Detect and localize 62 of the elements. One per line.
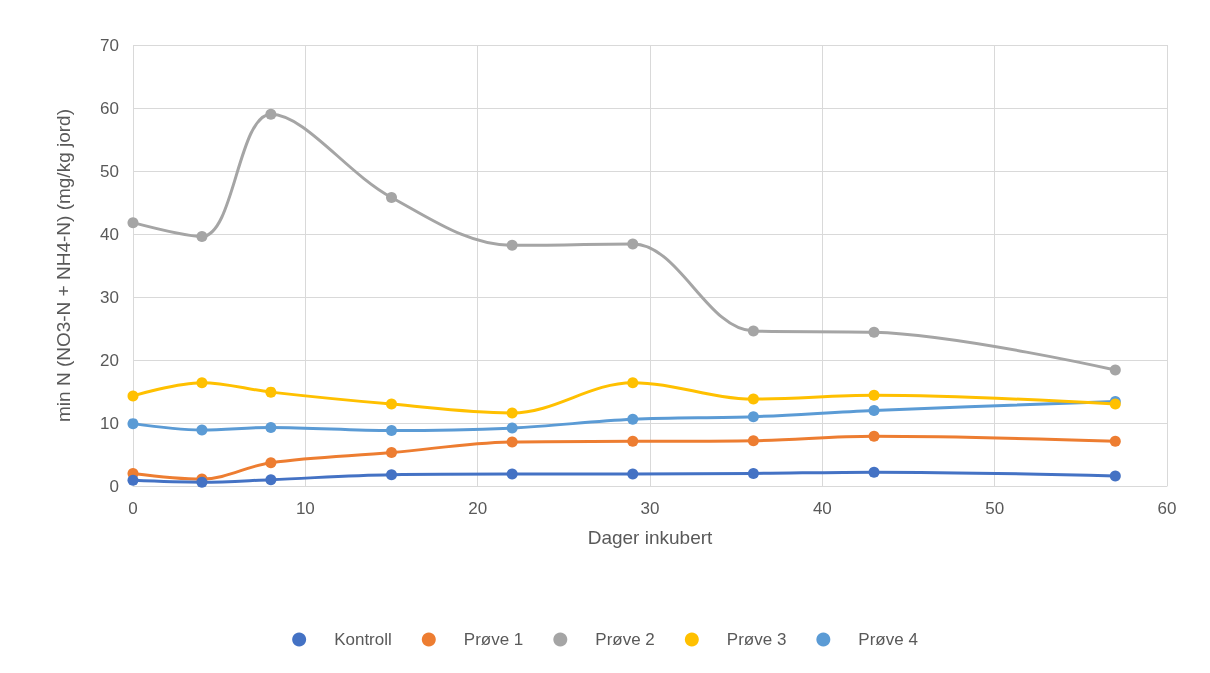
point <box>506 407 518 419</box>
point <box>868 466 880 478</box>
y-axis-title: min N (NO3-N + NH4-N) (mg/kg jord) <box>53 108 74 423</box>
point <box>868 404 880 416</box>
point <box>506 468 518 480</box>
y-tick-label: 20 <box>100 350 119 370</box>
y-tick-label: 60 <box>100 98 119 118</box>
point <box>127 474 139 486</box>
point <box>386 447 397 459</box>
y-tick-label: 10 <box>100 413 119 433</box>
point <box>265 421 277 433</box>
x-tick-label: 0 <box>128 499 138 518</box>
point <box>196 424 208 436</box>
point <box>747 435 759 447</box>
x-tick-label: 20 <box>468 499 488 518</box>
x-tick-label: 30 <box>640 499 660 518</box>
point <box>265 457 277 469</box>
point <box>127 418 139 430</box>
point <box>506 436 518 448</box>
point <box>506 239 518 251</box>
y-tick-label: 0 <box>109 476 119 496</box>
y-tick-label: 50 <box>100 161 119 181</box>
x-axis-title: Dager inkubert <box>587 527 714 548</box>
point <box>627 413 639 425</box>
point <box>868 430 880 442</box>
point <box>1109 364 1121 376</box>
point <box>127 217 139 229</box>
point <box>196 231 208 243</box>
point <box>747 467 759 479</box>
point <box>627 468 639 480</box>
point <box>868 326 880 338</box>
point <box>386 469 397 481</box>
point <box>627 377 639 389</box>
point <box>868 389 880 401</box>
point <box>627 435 639 447</box>
point <box>627 238 639 250</box>
point <box>1109 435 1121 447</box>
legend-label: Kontroll <box>334 630 392 649</box>
point <box>506 422 518 434</box>
point <box>1109 470 1121 482</box>
point <box>265 474 277 486</box>
x-tick-label: 50 <box>985 499 1005 518</box>
y-tick-label: 70 <box>100 35 119 55</box>
legend-label: Prøve 1 <box>463 630 524 649</box>
point <box>386 398 397 410</box>
point <box>747 393 759 405</box>
x-tick-label: 40 <box>812 499 832 518</box>
point <box>747 325 759 337</box>
point <box>196 377 208 389</box>
point <box>386 425 397 437</box>
legend-label: Prøve 4 <box>858 630 918 649</box>
legend-label: Prøve 3 <box>726 630 787 649</box>
x-tick-label: 10 <box>295 499 315 518</box>
point <box>265 386 277 398</box>
point <box>747 411 759 423</box>
y-tick-label: 40 <box>100 224 119 244</box>
point <box>127 390 139 402</box>
point <box>386 191 397 203</box>
legend-label: Prøve 2 <box>595 630 655 649</box>
x-tick-label: 60 <box>1157 499 1177 518</box>
y-tick-label: 30 <box>100 287 119 307</box>
point <box>265 108 277 120</box>
